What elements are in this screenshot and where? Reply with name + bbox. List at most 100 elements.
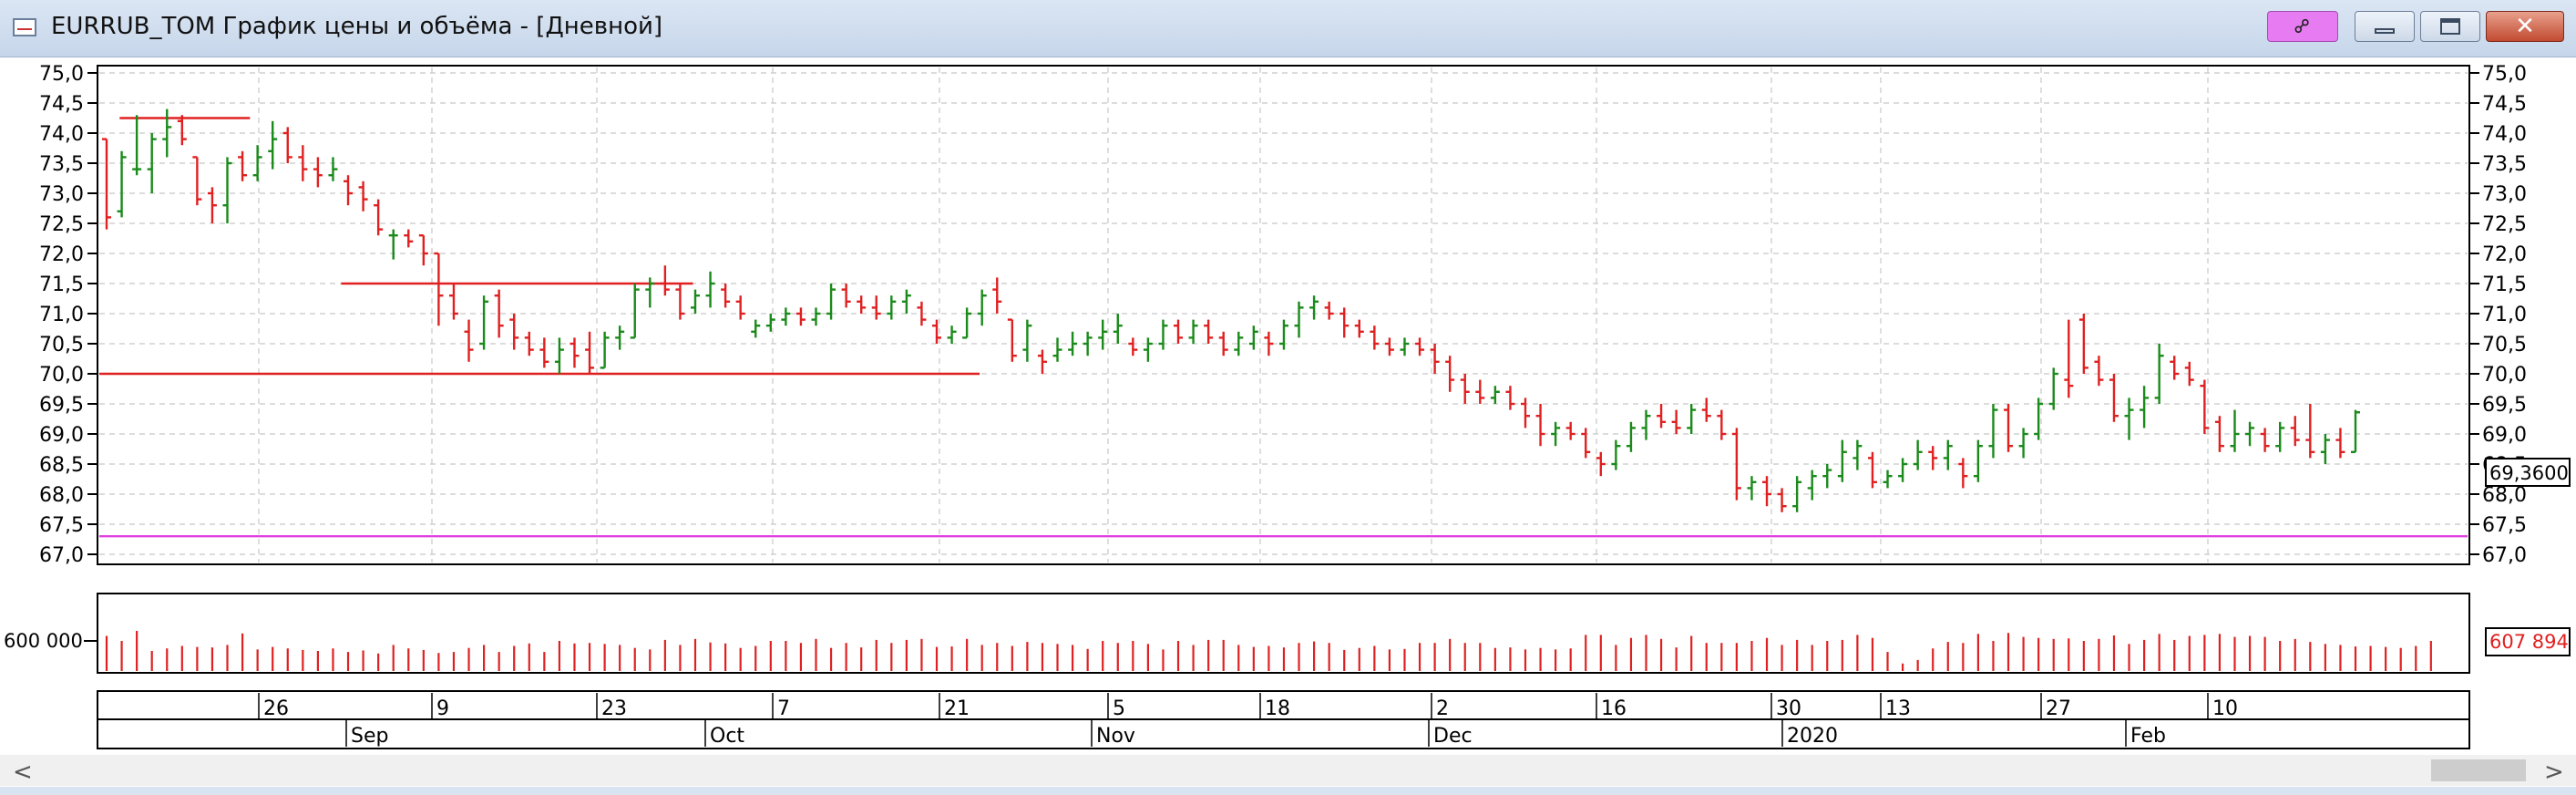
scrollbar-thumb[interactable] [2431, 759, 2526, 781]
price-tick-label: 72,0 [39, 243, 84, 266]
volume-axis-label: 600 000 [4, 630, 83, 652]
ohlc-bar [660, 265, 670, 296]
chart-client-area: 75,0 74,5 74,0 73,5 73,0 72,5 72,0 71,5 71,0 70,5… [0, 57, 2576, 787]
price-tick-label: 67,0 [2482, 544, 2527, 567]
price-tick-label: 69,5 [39, 394, 84, 417]
ohlc-bar [268, 120, 278, 170]
ohlc-bar [479, 295, 489, 350]
ohlc-bar [2154, 344, 2164, 404]
ohlc-bar [1731, 428, 1741, 501]
scroll-left-icon[interactable]: < [13, 759, 33, 786]
ohlc-bar [358, 181, 368, 212]
ohlc-bar [1807, 470, 1817, 501]
ohlc-bar [1687, 404, 1697, 434]
horizontal-scrollbar[interactable] [0, 755, 2576, 786]
ohlc-bar [675, 284, 685, 320]
volume-bars [105, 631, 2432, 671]
price-tick-label: 67,5 [39, 514, 84, 537]
ohlc-bar [464, 319, 474, 362]
scroll-right-icon[interactable]: > [2544, 759, 2564, 786]
ohlc-bar [1037, 349, 1047, 374]
ohlc-bar [1852, 439, 1863, 470]
ohlc-bar [1837, 439, 1847, 482]
price-tick-label: 75,0 [39, 63, 84, 86]
ohlc-bar [344, 175, 354, 206]
price-tick-label: 70,5 [39, 334, 84, 356]
ohlc-bar [901, 289, 911, 314]
ohlc-bar [2078, 314, 2089, 374]
window-title: EURRUB_TOM График цены и объёма - [Дневн… [51, 13, 663, 40]
ohlc-bar [570, 337, 580, 368]
ohlc-bar [1278, 319, 1288, 350]
ohlc-bar [1339, 307, 1350, 338]
day-label: 9 [436, 697, 449, 720]
month-label: 2020 [1787, 725, 1838, 748]
day-label: 7 [777, 697, 790, 720]
ohlc-bar [1792, 476, 1802, 512]
month-label: Sep [351, 725, 388, 748]
ohlc-bar [1611, 439, 1621, 470]
ohlc-bar [494, 289, 504, 338]
price-tick-label: 67,5 [2482, 514, 2527, 537]
ohlc-bar [2064, 319, 2074, 398]
ohlc-bar [1520, 398, 1530, 428]
ohlc-bar [2124, 398, 2134, 440]
ohlc-bar [1701, 398, 1711, 422]
ohlc-bar [434, 252, 444, 326]
ohlc-bar [1490, 386, 1500, 404]
minimize-button[interactable] [2355, 11, 2415, 42]
ohlc-bar [509, 314, 519, 350]
ohlc-bar [1581, 428, 1591, 459]
ohlc-bar [177, 115, 187, 146]
close-button[interactable]: ✕ [2486, 11, 2564, 42]
ohlc-bar [630, 284, 640, 339]
ohlc-bar [1143, 337, 1153, 362]
ohlc-bar [1068, 331, 1078, 356]
ohlc-bar [1958, 458, 1968, 489]
price-axis-left: 75,0 74,5 74,0 73,5 73,0 72,5 72,0 71,5 71,0 70,5… [39, 63, 97, 567]
ohlc-bar [1505, 386, 1515, 410]
day-label: 10 [2212, 697, 2238, 720]
ohlc-bar [1204, 319, 1214, 344]
ohlc-bar [1883, 470, 1893, 489]
ohlc-bar [2290, 416, 2300, 447]
price-tick-label: 72,5 [39, 213, 84, 236]
link-button[interactable]: ⚯ [2267, 11, 2338, 42]
day-label: 16 [1601, 697, 1627, 720]
ohlc-bar [765, 314, 775, 332]
ohlc-bar [147, 133, 157, 193]
ohlc-bar [932, 319, 942, 344]
ohlc-bar [2170, 356, 2180, 380]
ohlc-bar [448, 284, 458, 320]
price-tick-label: 68,0 [39, 484, 84, 507]
ohlc-bar [751, 319, 761, 338]
month-label: Nov [1096, 725, 1135, 748]
ohlc-bar [871, 295, 881, 320]
ohlc-bar [2214, 416, 2224, 452]
ohlc-bar [841, 284, 851, 308]
price-panel[interactable] [97, 65, 2470, 565]
ohlc-bar [102, 138, 111, 230]
ohlc-bar [1626, 421, 1636, 452]
ohlc-bar [1128, 337, 1138, 356]
ohlc-bar [645, 277, 655, 308]
price-tick-label: 69,0 [39, 424, 84, 447]
ohlc-bar [1400, 337, 1410, 356]
price-tick-label: 70,0 [2482, 364, 2527, 387]
price-volume-chart[interactable]: 75,0 74,5 74,0 73,5 73,0 72,5 72,0 71,5 71,0 70,5… [0, 57, 2576, 787]
ohlc-bar [1218, 331, 1228, 356]
ohlc-bar [690, 289, 700, 314]
price-tick-label: 69,0 [2482, 424, 2527, 447]
ohlc-bar [1174, 319, 1184, 344]
price-tick-label: 74,5 [39, 93, 84, 116]
ohlc-bar [917, 301, 927, 326]
ohlc-bar [1113, 314, 1123, 344]
maximize-button[interactable] [2420, 11, 2480, 42]
ohlc-bar [1913, 439, 1923, 470]
price-tick-label: 68,0 [2482, 484, 2527, 507]
ohlc-bar [2140, 386, 2150, 428]
ohlc-bar [2184, 361, 2194, 387]
ohlc-bar [2320, 434, 2330, 464]
ohlc-bar [1928, 446, 1938, 470]
ohlc-bar [1384, 337, 1394, 356]
